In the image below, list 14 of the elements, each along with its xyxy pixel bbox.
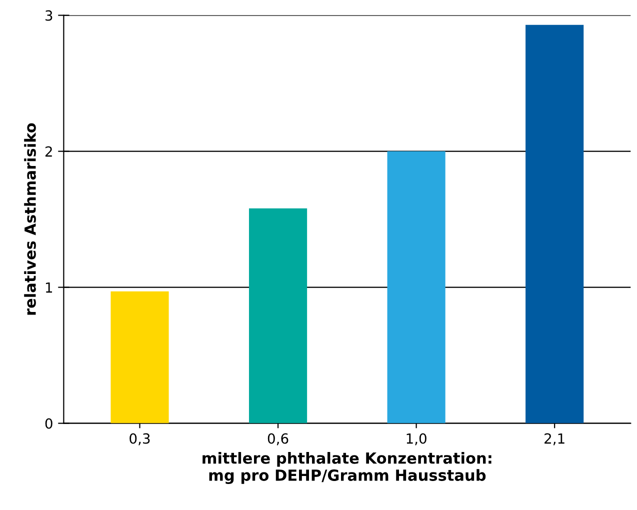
y-tick-label: 0 [45, 418, 52, 429]
bar [110, 291, 169, 424]
bar [526, 24, 584, 424]
bar [387, 151, 446, 424]
y-axis-title: relatives Asthmarisiko [24, 123, 36, 315]
x-axis-title: mittlere phthalate Konzentration: mg pro DEHP/Gramm Hausstaub [202, 452, 492, 484]
x-tick-label: 0,6 [268, 433, 288, 446]
x-tick-label: 2,1 [544, 433, 564, 446]
bar [248, 208, 308, 424]
y-tick-label: 2 [45, 146, 52, 157]
x-tick-label: 1,0 [406, 433, 426, 446]
x-tick-label: 0,3 [130, 433, 150, 446]
y-tick-label: 3 [46, 10, 52, 21]
y-tick-label: 1 [46, 282, 52, 293]
